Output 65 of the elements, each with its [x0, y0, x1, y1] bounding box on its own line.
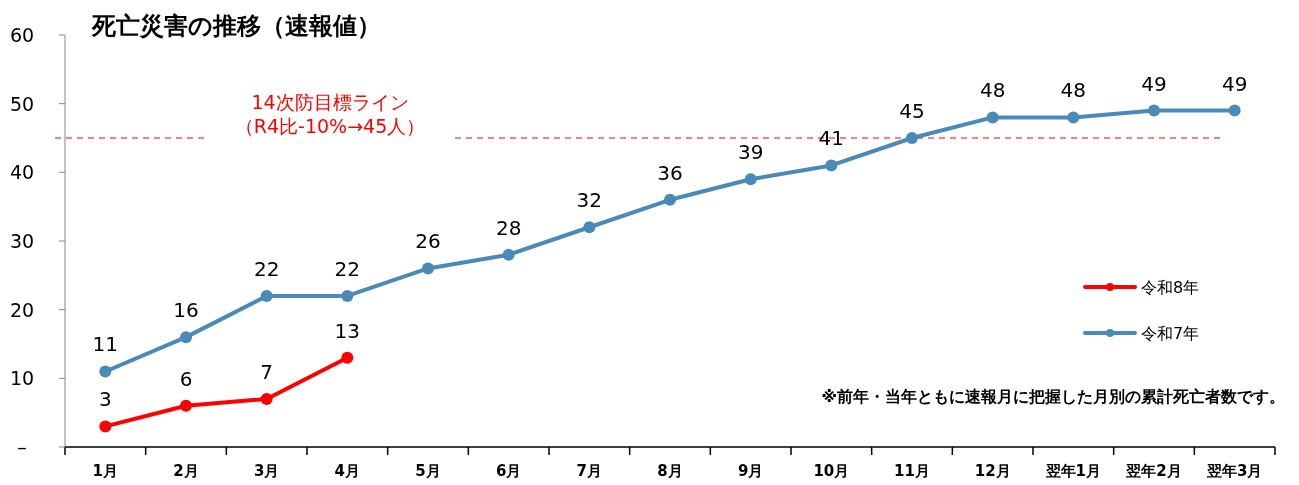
- x-tick-label: 4月: [334, 462, 361, 480]
- data-label: 3: [98, 387, 112, 412]
- point: [422, 262, 434, 275]
- data-label: 28: [495, 215, 522, 240]
- data-label: 7: [260, 359, 274, 384]
- data-label: 39: [737, 140, 764, 165]
- x-tick-label: 9月: [737, 462, 764, 480]
- y-tick-label: 20: [9, 298, 35, 321]
- annotation: ※前年・当年ともに速報月に把握した月別の累計死亡者数です。: [821, 387, 1285, 406]
- y-tick-label: 30: [9, 230, 35, 252]
- data-label: 48: [979, 78, 1006, 103]
- point: [260, 392, 273, 405]
- point: [583, 221, 596, 234]
- x-tick-label: 翌年3月: [1205, 462, 1263, 480]
- y-tick-label: 10: [9, 367, 35, 390]
- x-tick-label: 翌年1月: [1044, 462, 1102, 480]
- chart-title: 死亡災害の推移（速報値）: [91, 12, 381, 40]
- x-tick-label: 11月: [894, 462, 930, 480]
- y-tick-label: 60: [9, 24, 35, 46]
- x-tick-label: 1月: [92, 462, 119, 480]
- point: [341, 351, 354, 364]
- legend-label: 令和8年: [1141, 278, 1200, 297]
- point: [1067, 111, 1080, 124]
- x-tick-label: 5月: [415, 462, 441, 480]
- data-label: 22: [253, 256, 280, 281]
- y-tick-label: 50: [9, 92, 35, 115]
- data-label: 11: [92, 332, 119, 357]
- point: [664, 193, 676, 206]
- point: [180, 331, 192, 344]
- x-tick-label: 12月: [974, 462, 1011, 480]
- data-label: 49: [1221, 71, 1248, 96]
- point: [99, 420, 112, 433]
- x-tick-label: 翌年2月: [1125, 462, 1182, 480]
- data-label: 13: [334, 318, 361, 343]
- data-label: 36: [657, 160, 683, 185]
- x-tick-label: 3月: [253, 462, 280, 480]
- data-label: 22: [334, 256, 361, 281]
- data-label: 26: [415, 229, 441, 254]
- data-label: 6: [179, 366, 193, 391]
- data-label: 48: [1060, 78, 1087, 103]
- x-tick-label: 6月: [495, 462, 522, 480]
- point: [986, 111, 999, 124]
- point: [744, 173, 757, 186]
- data-label: 16: [173, 298, 199, 323]
- x-tick-label: 10月: [813, 462, 850, 480]
- point: [1228, 104, 1241, 117]
- point: [180, 399, 192, 412]
- point: [825, 159, 838, 172]
- point: [906, 132, 918, 144]
- point: [1148, 104, 1160, 117]
- ref-line-label: 14次防目標ライン（R4比-10%→45人）: [233, 90, 427, 138]
- point: [260, 289, 273, 302]
- data-label: 41: [818, 126, 845, 151]
- y-tick-label: 40: [9, 161, 35, 184]
- legend-label: 令和7年: [1141, 324, 1200, 343]
- point: [502, 248, 515, 261]
- y-tick-label: –: [17, 436, 27, 458]
- data-label: 45: [899, 99, 925, 123]
- point: [99, 365, 112, 378]
- x-tick-label: 2月: [173, 462, 199, 480]
- data-label: 49: [1141, 71, 1167, 96]
- point: [341, 289, 354, 302]
- x-tick-label: 8月: [657, 462, 683, 480]
- data-label: 32: [576, 188, 603, 213]
- x-tick-label: 7月: [576, 462, 603, 480]
